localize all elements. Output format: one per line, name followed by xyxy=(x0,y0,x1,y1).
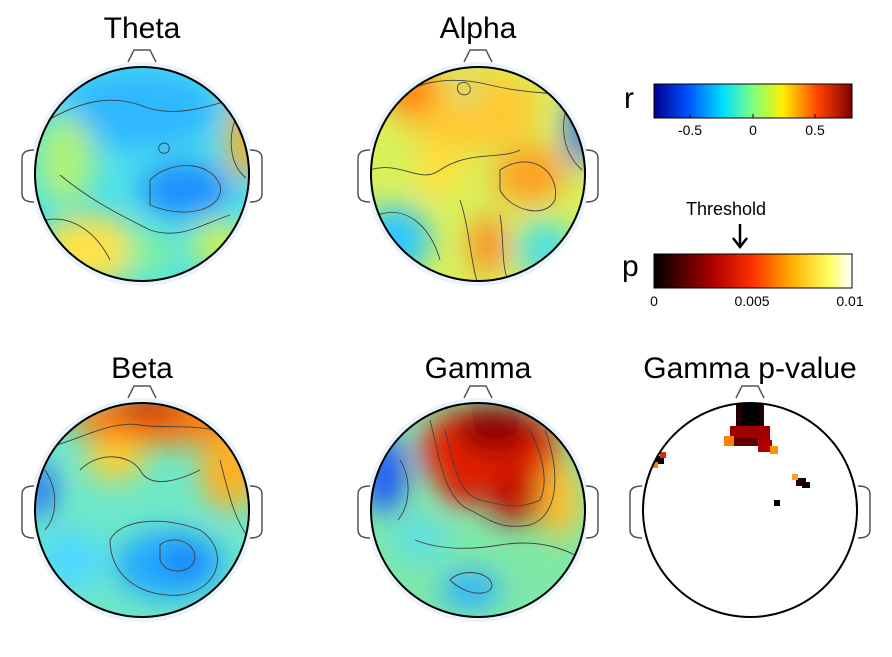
colorbar-r-gradient xyxy=(653,83,853,119)
colorbar-r-tick-neg: -0.5 xyxy=(677,122,703,138)
significant-cluster-posterior xyxy=(774,500,780,506)
threshold-label: Threshold xyxy=(686,199,767,219)
colorbar-r-tick-pos: 0.5 xyxy=(805,122,825,138)
colorbar-r-tick-zero: 0 xyxy=(749,122,757,138)
colorbar-p-tick-0: 0 xyxy=(650,293,658,309)
colorbar-p-tick-max: 0.01 xyxy=(836,293,864,309)
topomap-gamma xyxy=(357,385,599,622)
panel-title-alpha: Alpha xyxy=(439,12,517,45)
topomap-beta xyxy=(21,385,263,622)
significant-cluster-frontal xyxy=(724,403,778,454)
significant-cluster-left xyxy=(652,452,666,468)
colorbar-p-label: p xyxy=(622,250,639,283)
topomap-gamma-pvalue xyxy=(629,385,871,618)
colorbar-r-ticks xyxy=(689,114,816,118)
colorbar-p-gradient xyxy=(653,253,853,289)
threshold-arrow xyxy=(732,224,748,250)
significant-cluster-right xyxy=(792,474,810,488)
topomap-theta xyxy=(21,49,263,286)
colorbar-r-label: r xyxy=(624,82,634,115)
topomap-alpha xyxy=(357,49,599,286)
colorbar-p-tick-mid: 0.005 xyxy=(734,293,770,309)
panel-title-gamma: Gamma xyxy=(424,352,532,385)
panel-title-beta: Beta xyxy=(111,352,173,385)
panel-title-gamma-pvalue: Gamma p-value xyxy=(643,352,857,385)
panel-title-theta: Theta xyxy=(103,12,181,45)
